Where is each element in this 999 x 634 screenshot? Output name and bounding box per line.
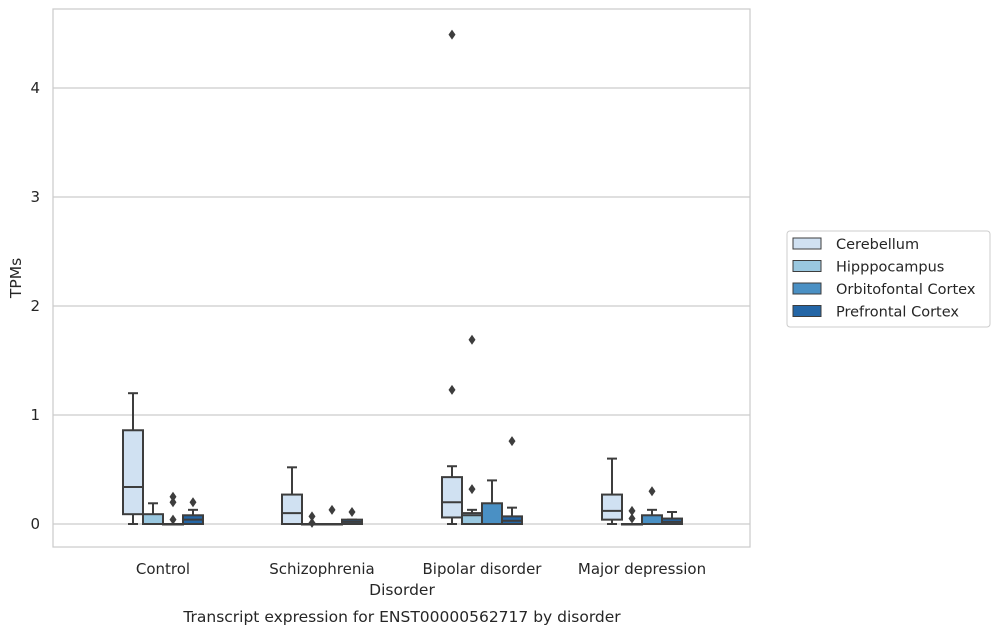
box-1-2 xyxy=(461,334,483,525)
y-tick-label: 1 xyxy=(30,406,40,424)
outlier-point xyxy=(169,497,177,508)
box-3-3 xyxy=(661,511,683,525)
y-axis-label: TPMs xyxy=(7,258,25,299)
box-3-1 xyxy=(341,507,363,526)
box-0-2 xyxy=(441,29,463,525)
outlier-point xyxy=(308,511,316,522)
box-2-2 xyxy=(481,479,503,526)
legend-label: Cerebellum xyxy=(836,237,919,253)
outlier-point xyxy=(468,334,476,345)
legend-swatch xyxy=(792,260,822,272)
legend: Cerebellum Hipppocampus Orbitofontal Corte… xyxy=(786,230,991,328)
box-body xyxy=(641,514,663,526)
legend-label: Hipppocampus xyxy=(836,260,944,276)
chart-title: Transcript expression for ENST0000056271… xyxy=(182,608,621,626)
outlier-point xyxy=(169,491,177,502)
outlier-point xyxy=(648,486,656,497)
x-tick-label: Major depression xyxy=(578,560,706,578)
y-tick-label: 3 xyxy=(30,188,40,206)
box-body xyxy=(441,476,463,519)
legend-label: Prefrontal Cortex xyxy=(836,305,959,321)
outlier-point xyxy=(448,384,456,395)
outlier-point xyxy=(468,484,476,495)
box-0-1 xyxy=(281,466,303,526)
box-0-0 xyxy=(122,392,144,525)
x-tick-label: Bipolar disorder xyxy=(423,560,543,578)
legend-label: Orbitofontal Cortex xyxy=(836,282,976,298)
x-tick-label: Control xyxy=(136,560,190,578)
box-body xyxy=(481,502,503,526)
y-tick-labels: 0 1 2 3 4 xyxy=(30,79,40,533)
box-2-0 xyxy=(162,491,184,526)
outlier-point xyxy=(308,517,316,528)
box-body xyxy=(122,429,144,516)
outlier-point xyxy=(328,504,336,515)
x-tick-labels: Control Schizophrenia Bipolar disorder Majo… xyxy=(136,560,706,578)
legend-frame xyxy=(786,230,991,328)
box-1-0 xyxy=(142,502,164,526)
plot-area xyxy=(52,8,751,548)
box-3-0 xyxy=(182,497,204,526)
legend-swatch xyxy=(792,305,822,317)
outlier-point xyxy=(628,505,636,516)
legend-swatch xyxy=(792,282,822,295)
outlier-point xyxy=(189,497,197,508)
box-body xyxy=(142,513,164,526)
box-3-2 xyxy=(501,436,523,525)
box-0-3 xyxy=(601,457,623,525)
box-body xyxy=(601,493,623,521)
outlier-point xyxy=(508,436,516,447)
outlier-point xyxy=(348,507,356,518)
outlier-point xyxy=(448,29,456,40)
x-tick-label: Schizophrenia xyxy=(269,560,374,578)
y-tick-label: 0 xyxy=(30,515,40,533)
box-body xyxy=(281,493,303,526)
boxes xyxy=(122,29,683,528)
legend-swatch xyxy=(792,237,822,250)
y-tick-label: 4 xyxy=(30,79,40,97)
y-tick-label: 2 xyxy=(30,297,40,315)
outlier-point xyxy=(169,514,177,525)
outlier-point xyxy=(628,513,636,524)
x-axis-label: Disorder xyxy=(369,581,435,599)
